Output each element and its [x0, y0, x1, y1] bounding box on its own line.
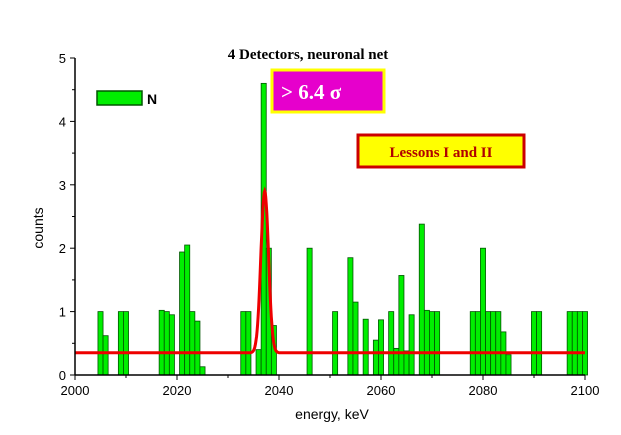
bar-12 — [240, 311, 247, 376]
bar-27 — [398, 275, 405, 376]
lessons-annotation: Lessons I and II — [356, 133, 526, 169]
sigma-annotation-box — [270, 68, 386, 114]
bar-2 — [117, 311, 124, 376]
gaussian-fit-line — [75, 186, 585, 355]
bar-41 — [505, 354, 512, 376]
bar-22 — [362, 318, 369, 376]
legend-label-n: N — [147, 91, 157, 107]
bar-14 — [255, 349, 262, 376]
bar-35 — [474, 311, 481, 376]
bar-29 — [408, 314, 415, 376]
y-axis-label: counts — [30, 207, 46, 248]
x-tick-label-2000: 2000 — [61, 383, 90, 398]
x-axis-label: energy, keV — [295, 406, 369, 422]
bar-23 — [372, 339, 379, 376]
bar-8 — [184, 244, 191, 376]
legend: N — [96, 90, 157, 107]
bar-24 — [378, 319, 384, 376]
bar-4 — [158, 309, 165, 376]
bar-0 — [97, 311, 104, 376]
bar-45 — [571, 311, 578, 376]
y-tick-label-1: 1 — [59, 305, 66, 320]
y-tick-label-2: 2 — [59, 241, 66, 256]
bar-21 — [352, 301, 359, 376]
bar-25 — [388, 311, 395, 376]
lessons-annotation-box — [356, 133, 526, 169]
bar-19 — [332, 311, 339, 376]
bar-20 — [347, 257, 354, 376]
bar-47 — [582, 311, 588, 376]
bar-36 — [480, 247, 486, 376]
bar-9 — [189, 311, 196, 376]
bar-43 — [536, 311, 543, 376]
y-tick-label-3: 3 — [59, 178, 66, 193]
x-tick-label-2040: 2040 — [265, 383, 294, 398]
bar-7 — [179, 251, 186, 376]
bar-37 — [485, 311, 492, 376]
sigma-annotation: > 6.4 σ — [270, 68, 386, 114]
bar-33 — [434, 311, 441, 376]
bar-11 — [199, 366, 206, 376]
legend-swatch — [96, 90, 143, 106]
bar-18 — [306, 247, 313, 376]
x-tick-label-2060: 2060 — [367, 383, 396, 398]
x-tick-label-2020: 2020 — [163, 383, 192, 398]
bar-38 — [490, 311, 497, 376]
bar-28 — [403, 350, 410, 376]
y-tick-label-0: 0 — [59, 368, 66, 383]
chart-title: 4 Detectors, neuronal net — [228, 47, 389, 63]
bar-46 — [576, 311, 583, 376]
bar-34 — [469, 311, 476, 376]
sigma-annotation-text: > 6.4 σ — [281, 80, 342, 104]
lessons-annotation-text: Lessons I and II — [390, 145, 493, 161]
bar-42 — [531, 311, 537, 376]
bar-1 — [102, 335, 109, 376]
bar-3 — [123, 311, 129, 376]
bar-39 — [495, 311, 502, 376]
bars — [97, 82, 588, 376]
bar-32 — [429, 311, 435, 376]
y-tick-label-4: 4 — [59, 114, 66, 129]
x-tick-label-2100: 2100 — [571, 383, 600, 398]
bar-44 — [566, 311, 573, 376]
bar-6 — [168, 314, 175, 376]
bar-13 — [245, 311, 252, 376]
bar-31 — [423, 309, 430, 376]
x-tick-label-2080: 2080 — [469, 383, 498, 398]
bar-10 — [194, 320, 201, 376]
bar-5 — [163, 311, 170, 376]
y-tick-label-5: 5 — [59, 51, 66, 66]
